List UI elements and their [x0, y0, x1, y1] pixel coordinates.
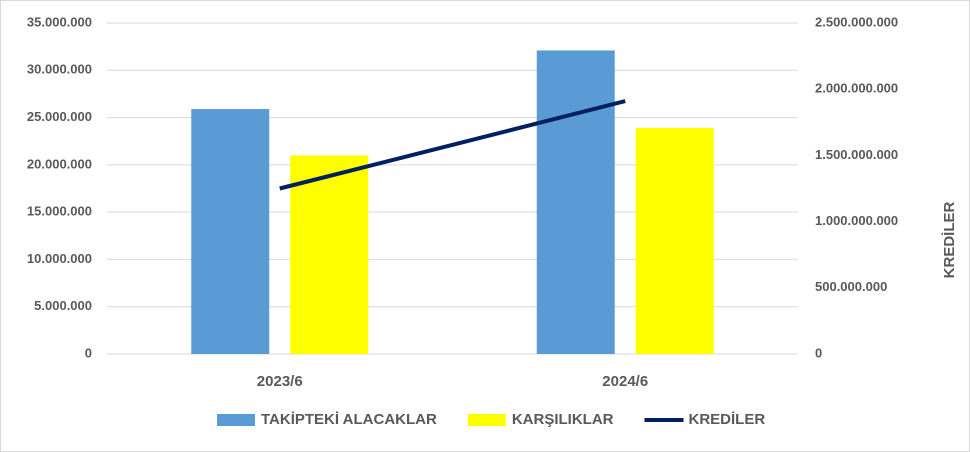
- y-tick-label: 5.000.000: [34, 298, 92, 313]
- y-tick-label: 15.000.000: [27, 204, 92, 219]
- bar: [191, 109, 270, 354]
- y2-tick-label: 1.000.000.000: [815, 213, 898, 228]
- legend-label: TAKİPTEKİ ALACAKLAR: [261, 411, 437, 428]
- y-tick-label: 0: [85, 345, 92, 360]
- y2-tick-label: 500.000.000: [815, 279, 887, 294]
- bar: [536, 50, 615, 354]
- y2-tick-label: 0: [815, 345, 822, 360]
- y-tick-label: 10.000.000: [27, 251, 92, 266]
- y-tick-label: 30.000.000: [27, 62, 92, 77]
- y-tick-label: 25.000.000: [27, 109, 92, 124]
- line-series: [279, 99, 626, 191]
- legend-swatch: [467, 414, 506, 426]
- legend-label: KARŞILIKLAR: [512, 411, 614, 428]
- y2-tick-label: 2.000.000.000: [815, 81, 898, 96]
- bar: [635, 127, 714, 354]
- y-tick-label: 35.000.000: [27, 14, 92, 29]
- y2-tick-label: 2.500.000.000: [815, 14, 898, 29]
- bar: [290, 155, 369, 354]
- x-tick-label: 2024/6: [602, 373, 648, 390]
- legend-label: KREDİLER: [689, 411, 766, 428]
- x-tick-label: 2023/6: [257, 373, 303, 390]
- y2-axis-label: KREDİLER: [941, 201, 958, 278]
- legend-swatch: [217, 414, 255, 426]
- y-tick-label: 20.000.000: [27, 156, 92, 171]
- y2-tick-label: 1.500.000.000: [815, 147, 898, 162]
